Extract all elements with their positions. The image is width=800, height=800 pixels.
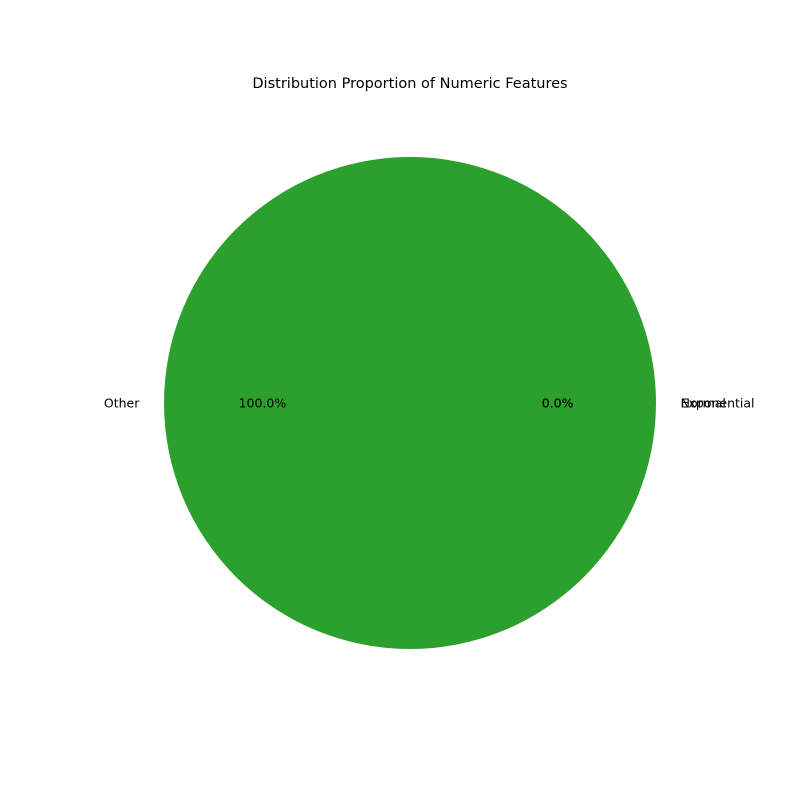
pie-slice-other <box>164 157 656 649</box>
slice-label-other: Other <box>104 396 140 411</box>
slice-label-normal: Normal <box>681 396 726 411</box>
chart-title: Distribution Proportion of Numeric Featu… <box>252 76 567 92</box>
slice-pct-exponential: 0.0% <box>542 396 574 411</box>
slice-pct-normal: 0.0% <box>542 396 574 411</box>
slice-pct-other: 100.0% <box>239 396 287 411</box>
slice-label-exponential: Exponential <box>681 396 755 411</box>
